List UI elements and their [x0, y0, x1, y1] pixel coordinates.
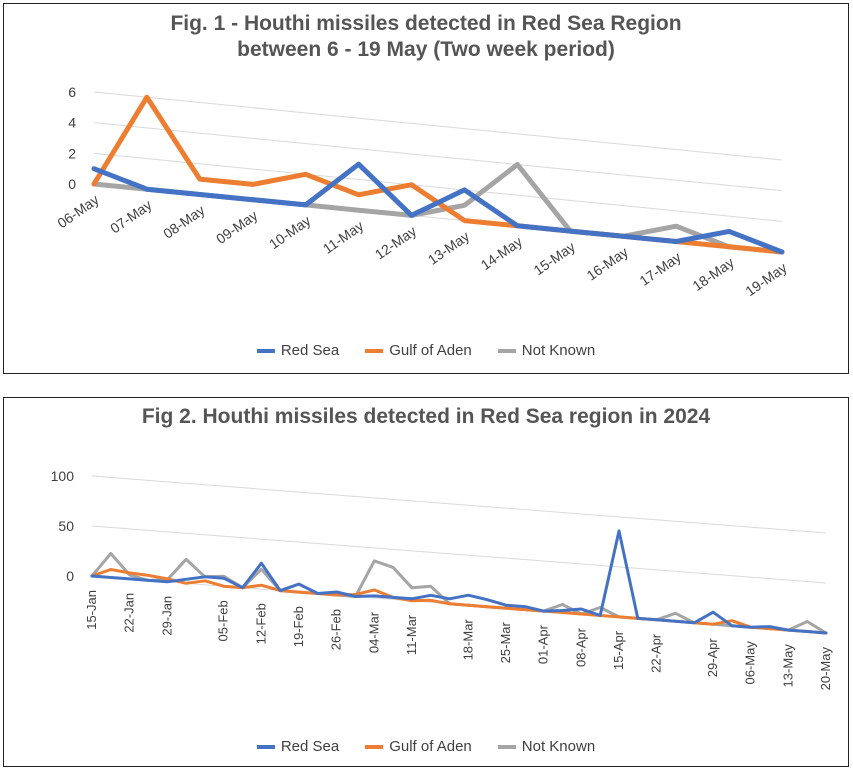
chart-2-x-tick-label: 18-Mar [460, 619, 475, 661]
chart-1-x-tick-label: 10-May [266, 212, 313, 252]
chart-1-x-tick-label: 15-May [531, 238, 578, 278]
chart-2-x-tick-label: 04-Mar [366, 611, 381, 653]
chart-2-x-tick-label: 15-Jan [84, 590, 99, 630]
chart-1-title: Fig. 1 - Houthi missiles detected in Red… [4, 11, 848, 63]
chart-1-gridline-4 [93, 122, 783, 192]
legend-swatch-red-sea [256, 744, 275, 749]
chart-2-x-tick-label: 29-Apr [705, 638, 720, 678]
chart-panel-2: Fig 2. Houthi missiles detected in Red S… [3, 397, 849, 767]
chart-1-x-tick-label: 07-May [107, 197, 154, 237]
chart-1-x-tick-label: 16-May [584, 244, 631, 284]
chart-2-x-tick-label: 05-Feb [216, 600, 231, 641]
legend-label-not-known: Not Known [521, 738, 596, 755]
chart-1-plot: 0 2 4 6 06-May 07-May 08-May 09-May 10-May 11-May… [54, 84, 789, 299]
chart-1-y-tick-0: 0 [68, 176, 76, 192]
chart-1-x-tick-label: 12-May [372, 223, 419, 263]
chart-2-x-tick-label: 25-Mar [498, 621, 513, 663]
chart-1-y-tick-6: 6 [68, 84, 76, 100]
legend-label-red-sea: Red Sea [280, 342, 340, 359]
legend-item-red-sea: Red Sea [256, 342, 340, 359]
chart-2-legend: Red Sea Gulf of Aden Not Known [4, 738, 848, 755]
chart-2-x-tick-label: 12-Feb [253, 603, 268, 644]
chart-2-x-tick-label: 01-Apr [536, 624, 551, 664]
chart-1-gridline-2 [93, 152, 783, 222]
legend-item-not-known: Not Known [497, 342, 596, 359]
chart-2-series-line-not-known [90, 552, 828, 635]
chart-2-y-tick-0: 0 [66, 568, 74, 584]
legend-swatch-not-known [497, 348, 516, 353]
chart-1-legend: Red Sea Gulf of Aden Not Known [4, 342, 848, 359]
chart-1-title-line-1: Fig. 1 - Houthi missiles detected in Red… [170, 12, 682, 35]
legend-label-gulf-of-aden: Gulf of Aden [389, 738, 472, 755]
chart-2-series-line-gulf-of-aden [90, 568, 828, 635]
legend-swatch-red-sea [256, 348, 275, 353]
legend-item-gulf-of-aden: Gulf of Aden [365, 342, 472, 359]
legend-swatch-gulf-of-aden [365, 744, 384, 749]
chart-2-gridline-50 [91, 525, 827, 584]
chart-2-x-tick-label: 19-Feb [291, 606, 306, 647]
chart-1-x-tick-label: 14-May [478, 233, 525, 273]
legend-label-gulf-of-aden: Gulf of Aden [389, 342, 472, 359]
legend-swatch-not-known [497, 744, 516, 749]
legend-label-not-known: Not Known [521, 342, 596, 359]
chart-2-series-line-red-sea [90, 529, 828, 635]
chart-2-plot: 0 50 100 15-Jan 22-Jan 29-Jan 05-Feb 12-Feb 19-F… [51, 468, 833, 691]
legend-item-not-known: Not Known [497, 738, 596, 755]
legend-label-red-sea: Red Sea [280, 738, 340, 755]
chart-1-x-tick-label: 18-May [689, 254, 736, 294]
chart-1-x-tick-label: 13-May [425, 228, 472, 268]
chart-2-gridline-100 [91, 475, 827, 534]
chart-2-x-tick-label: 20-May [818, 647, 833, 691]
chart-1-x-tick-label: 17-May [636, 249, 683, 289]
chart-1-y-tick-4: 4 [68, 115, 76, 131]
chart-1-y-tick-2: 2 [68, 145, 76, 161]
chart-2-title: Fig 2. Houthi missiles detected in Red S… [141, 405, 711, 428]
chart-1-x-tick-label: 19-May [742, 259, 789, 299]
legend-swatch-gulf-of-aden [365, 348, 384, 353]
chart-2-x-tick-label: 08-Apr [573, 627, 588, 667]
chart-1-x-tick-label: 08-May [160, 202, 207, 242]
chart-1-title-line-2: between 6 - 19 May (Two week period) [237, 38, 615, 61]
chart-1-x-tick-label: 09-May [213, 207, 260, 247]
chart-2-y-tick-100: 100 [51, 468, 75, 484]
chart-1-x-tick-label: 06-May [54, 191, 101, 231]
chart-panel-1: Fig. 1 - Houthi missiles detected in Red… [3, 3, 849, 374]
chart-2-x-tick-label: 15-Apr [611, 630, 626, 670]
chart-2-y-tick-50: 50 [58, 518, 74, 534]
chart-2-x-tick-label: 29-Jan [159, 596, 174, 636]
chart-1-series-line-red-sea [91, 161, 785, 255]
chart-2-x-tick-label: 06-May [743, 641, 758, 685]
chart-1-x-tick-label: 11-May [320, 218, 367, 257]
legend-item-gulf-of-aden: Gulf of Aden [365, 738, 472, 755]
chart-2-x-tick-label: 22-Jan [122, 593, 137, 633]
chart-2-x-tick-label: 26-Feb [329, 609, 344, 650]
chart-2-x-tick-label: 11-Mar [404, 614, 419, 655]
chart-2-x-tick-label: 22-Apr [649, 633, 664, 673]
chart-1-gridline-6 [93, 91, 783, 161]
legend-item-red-sea: Red Sea [256, 738, 340, 755]
chart-2-x-tick-label: 13-May [780, 644, 795, 688]
